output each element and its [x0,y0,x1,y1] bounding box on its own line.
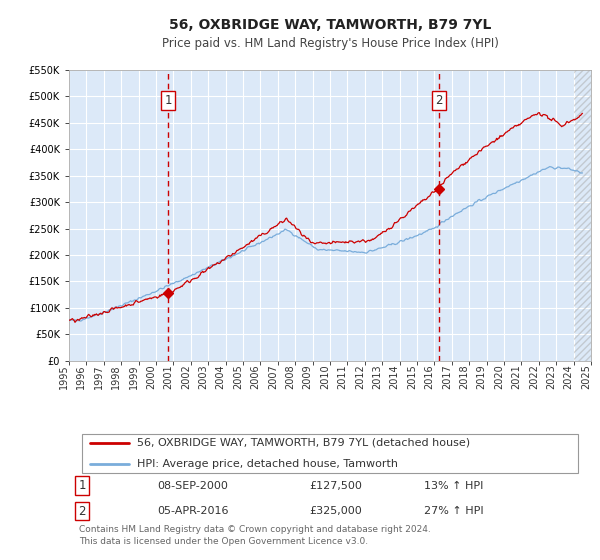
Text: 1996: 1996 [76,364,86,389]
Text: 2006: 2006 [250,364,260,389]
Text: 2025: 2025 [581,364,591,389]
Text: 2022: 2022 [529,364,539,389]
Text: 27% ↑ HPI: 27% ↑ HPI [424,506,484,516]
Text: 2004: 2004 [215,364,226,389]
Text: Contains HM Land Registry data © Crown copyright and database right 2024.
This d: Contains HM Land Registry data © Crown c… [79,525,431,545]
Text: Price paid vs. HM Land Registry's House Price Index (HPI): Price paid vs. HM Land Registry's House … [161,37,499,50]
FancyBboxPatch shape [82,435,578,473]
Text: 2021: 2021 [511,364,521,389]
Text: 2: 2 [78,505,86,517]
Text: 2009: 2009 [302,364,313,389]
Text: 1: 1 [164,94,172,107]
Text: 1998: 1998 [111,364,121,389]
Text: 05-APR-2016: 05-APR-2016 [158,506,229,516]
Text: 56, OXBRIDGE WAY, TAMWORTH, B79 7YL: 56, OXBRIDGE WAY, TAMWORTH, B79 7YL [169,18,491,32]
Text: 2005: 2005 [233,364,243,389]
Text: 2019: 2019 [476,364,487,389]
Text: 1: 1 [78,479,86,492]
Text: 1999: 1999 [128,364,139,389]
Text: £127,500: £127,500 [309,481,362,491]
Text: 2011: 2011 [337,364,347,389]
Text: 2013: 2013 [372,364,382,389]
Text: 56, OXBRIDGE WAY, TAMWORTH, B79 7YL (detached house): 56, OXBRIDGE WAY, TAMWORTH, B79 7YL (det… [137,438,470,448]
Text: 08-SEP-2000: 08-SEP-2000 [158,481,229,491]
Text: 2015: 2015 [407,364,417,389]
Text: 2017: 2017 [442,364,452,389]
Text: 2014: 2014 [389,364,400,389]
Text: 2024: 2024 [563,364,574,389]
Text: £325,000: £325,000 [309,506,362,516]
Text: 2001: 2001 [163,364,173,389]
Text: 2003: 2003 [198,364,208,389]
Text: 2002: 2002 [181,364,191,389]
Text: 13% ↑ HPI: 13% ↑ HPI [424,481,484,491]
Text: 2020: 2020 [494,364,504,389]
Text: 2018: 2018 [459,364,469,389]
Text: 2023: 2023 [546,364,556,389]
Text: 2: 2 [435,94,443,107]
Text: 1995: 1995 [59,364,69,389]
Text: 1997: 1997 [94,364,104,389]
Text: HPI: Average price, detached house, Tamworth: HPI: Average price, detached house, Tamw… [137,459,398,469]
Text: 2010: 2010 [320,364,330,389]
Text: 2008: 2008 [285,364,295,389]
Text: 2012: 2012 [355,364,365,389]
Text: 2007: 2007 [268,364,278,389]
Text: 2016: 2016 [424,364,434,389]
Text: 2000: 2000 [146,364,156,389]
